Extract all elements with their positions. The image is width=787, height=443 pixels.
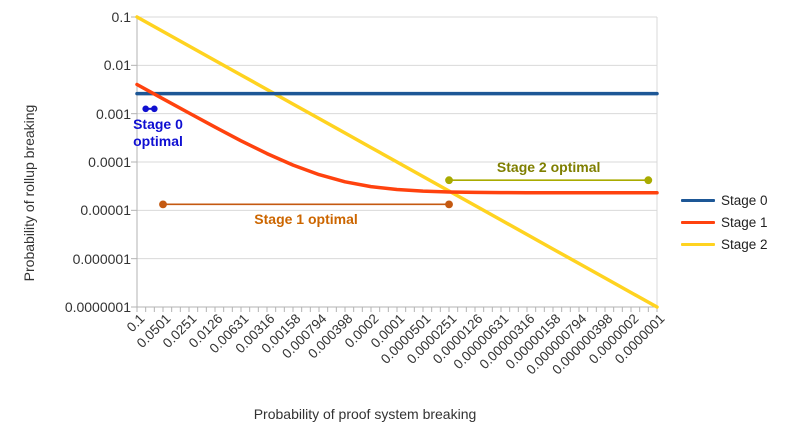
y-tick-label: 0.1 <box>111 9 131 25</box>
annotation-dot <box>142 105 149 113</box>
annotation-stage-0-optimal: Stage 0 optimal <box>133 115 183 149</box>
stage-1-line-swatch <box>681 221 715 224</box>
stage-2-line-swatch <box>681 243 715 246</box>
legend-label-stage-0: Stage 0 <box>721 193 768 208</box>
legend-label-stage-1: Stage 1 <box>721 215 768 230</box>
legend-entry-stage-2: Stage 2 <box>681 236 768 253</box>
annotation-stage-1-optimal: Stage 1 optimal <box>254 211 358 228</box>
series-line-stage-2 <box>135 15 659 309</box>
annotation-dot <box>644 176 653 185</box>
legend-label-stage-2: Stage 2 <box>721 237 768 252</box>
annotation-dot <box>159 200 167 209</box>
y-tick-label: 0.001 <box>95 105 131 122</box>
annotation-dot <box>445 176 453 185</box>
legend-entry-stage-0: Stage 0 <box>681 192 768 209</box>
y-tick-label: 0.01 <box>103 57 131 74</box>
y-tick-label: 0.0001 <box>88 154 131 170</box>
annotation-dot <box>151 105 158 113</box>
series-line-stage-1 <box>135 82 659 195</box>
y-axis-title: Probability of rollup breaking <box>21 104 37 282</box>
x-axis-title: Probability of proof system breaking <box>253 406 477 422</box>
annotation-dot <box>445 200 453 209</box>
legend: Stage 0 Stage 1 Stage 2 <box>681 192 768 253</box>
y-tick-label: 0.000001 <box>72 250 131 267</box>
y-tick-label: 0.00001 <box>80 202 131 219</box>
stage-0-line-swatch <box>681 199 715 202</box>
legend-entry-stage-1: Stage 1 <box>681 214 768 231</box>
y-tick-label: 0.0000001 <box>64 299 131 315</box>
annotation-stage-2-optimal: Stage 2 optimal <box>496 159 601 176</box>
